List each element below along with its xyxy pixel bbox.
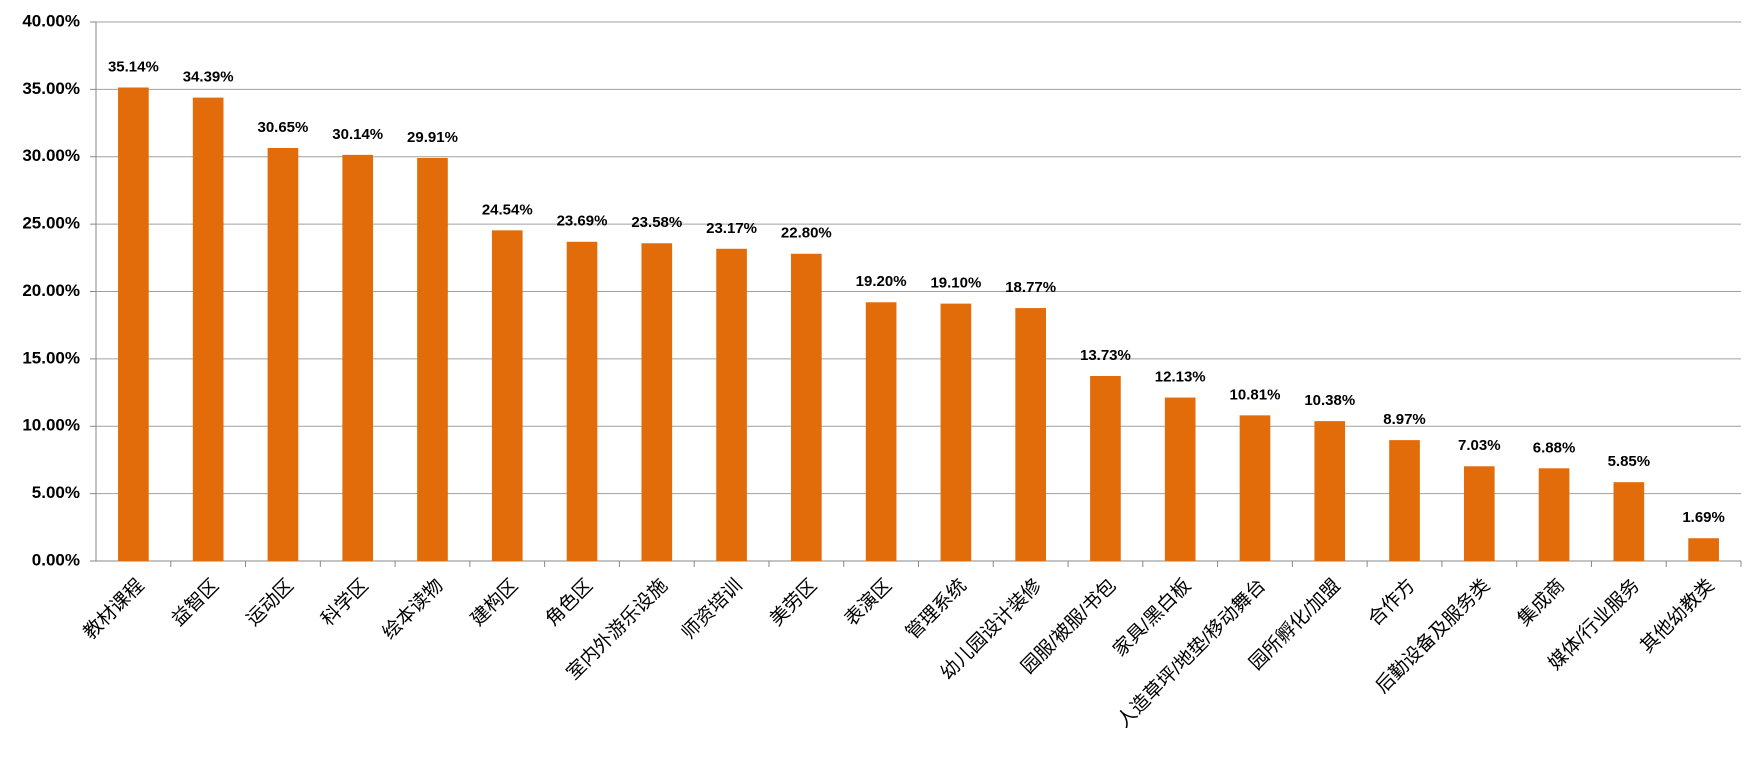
value-label: 6.88% [1533, 439, 1576, 456]
x-tick-label: 其他幼教类 [1636, 575, 1719, 658]
bar [566, 241, 598, 561]
bar [491, 230, 523, 562]
bar [342, 154, 374, 561]
x-tick-label: 管理系统 [902, 575, 971, 644]
bar [940, 303, 972, 561]
x-tick-label: 绘本读物 [378, 575, 447, 644]
value-label: 23.17% [706, 220, 757, 237]
value-label: 10.81% [1230, 386, 1281, 403]
x-tick-label: 运动区 [242, 575, 298, 631]
value-label: 12.13% [1155, 369, 1206, 386]
value-label: 29.91% [407, 129, 458, 146]
bar [865, 302, 897, 561]
value-label: 19.20% [856, 273, 907, 290]
x-tick-label: 教材课程 [79, 575, 148, 644]
value-label: 30.65% [257, 119, 308, 136]
x-tick-label: 建构区 [466, 575, 522, 631]
y-tick-label: 35.00% [22, 79, 80, 98]
y-tick-label: 15.00% [22, 348, 80, 367]
x-tick-label: 科学区 [317, 575, 373, 631]
y-tick-label: 30.00% [22, 146, 80, 165]
bar [1538, 468, 1570, 561]
value-label: 24.54% [482, 201, 533, 218]
bar [1688, 538, 1719, 561]
value-label: 8.97% [1383, 411, 1426, 428]
x-tick-label: 合作方 [1364, 575, 1420, 631]
value-label: 1.69% [1682, 509, 1725, 526]
bar [267, 147, 299, 561]
value-label: 30.14% [332, 126, 383, 143]
y-tick-label: 5.00% [32, 483, 80, 502]
bar [716, 248, 747, 562]
x-tick-label: 角色区 [541, 575, 597, 631]
bar [1389, 440, 1420, 561]
value-label: 5.85% [1608, 453, 1651, 470]
x-tick-label: 美劳区 [766, 575, 822, 631]
x-tick-label: 人造草坪/地垫/移动舞台 [1113, 575, 1270, 732]
bar [1239, 415, 1271, 561]
bar [192, 97, 224, 561]
value-label: 7.03% [1458, 437, 1501, 454]
value-label: 35.14% [108, 58, 159, 75]
x-tick-label: 益智区 [167, 575, 223, 631]
value-label: 23.69% [557, 213, 608, 230]
value-label: 18.77% [1005, 279, 1056, 296]
y-tick-label: 10.00% [22, 416, 80, 435]
value-label: 22.80% [781, 225, 832, 242]
x-tick-label: 表演区 [840, 575, 896, 631]
bar [791, 253, 822, 561]
bar [1613, 482, 1645, 561]
x-tick-label: 集成商 [1513, 575, 1569, 631]
bar [1015, 308, 1046, 561]
bar [1314, 421, 1346, 561]
value-label: 23.58% [631, 214, 682, 231]
value-label: 34.39% [183, 69, 234, 86]
y-tick-label: 0.00% [32, 550, 80, 569]
y-tick-label: 25.00% [22, 214, 80, 233]
bar [1463, 466, 1495, 561]
bar [641, 243, 673, 561]
bar [118, 87, 149, 562]
y-tick-label: 20.00% [22, 281, 80, 300]
bar [1090, 375, 1121, 561]
value-label: 19.10% [930, 275, 981, 292]
bar [1164, 397, 1196, 561]
x-tick-label: 师资培训 [677, 575, 746, 644]
bar [417, 157, 448, 561]
y-tick-label: 40.00% [22, 11, 80, 30]
value-label: 10.38% [1304, 392, 1355, 409]
value-label: 13.73% [1080, 347, 1131, 364]
